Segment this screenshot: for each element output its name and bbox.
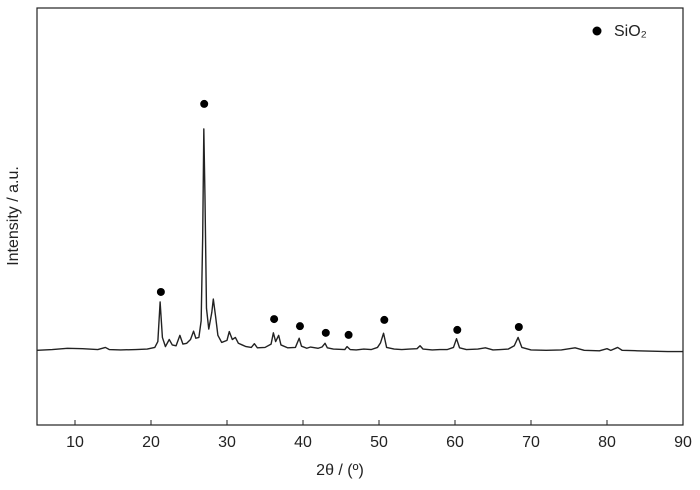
x-axis-label: 2θ / (º) bbox=[316, 462, 364, 479]
x-tick-label: 70 bbox=[522, 434, 540, 451]
x-tick-label: 50 bbox=[370, 434, 388, 451]
legend-label: SiO₂ bbox=[614, 23, 647, 40]
x-tick-label: 10 bbox=[66, 434, 84, 451]
x-tick-label: 40 bbox=[294, 434, 312, 451]
x-tick-label: 20 bbox=[142, 434, 160, 451]
peak-marker bbox=[380, 315, 389, 324]
legend-marker bbox=[592, 26, 602, 36]
peak-marker bbox=[344, 330, 353, 339]
peak-marker bbox=[321, 328, 330, 337]
peak-marker bbox=[270, 315, 279, 324]
y-axis-label: Intensity / a.u. bbox=[5, 166, 22, 266]
x-tick-label: 90 bbox=[674, 434, 692, 451]
xrd-pattern bbox=[36, 128, 683, 353]
peak-marker bbox=[156, 287, 165, 296]
x-tick-label: 30 bbox=[218, 434, 236, 451]
peak-marker bbox=[200, 99, 209, 108]
peak-marker bbox=[295, 322, 304, 331]
x-tick-label: 60 bbox=[446, 434, 464, 451]
x-tick-label: 80 bbox=[598, 434, 616, 451]
peak-marker bbox=[514, 323, 523, 332]
peak-marker bbox=[453, 325, 462, 334]
plot-frame bbox=[36, 7, 684, 426]
